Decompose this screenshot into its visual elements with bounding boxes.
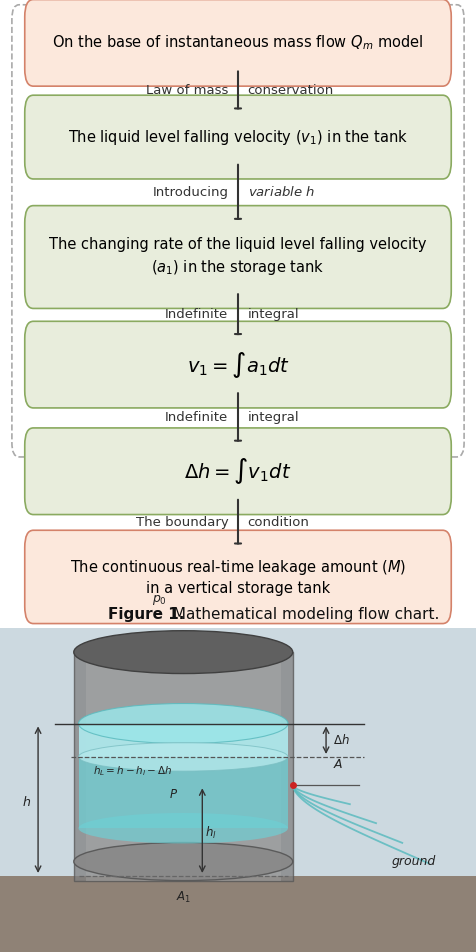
Text: integral: integral	[248, 308, 299, 321]
Ellipse shape	[74, 630, 293, 674]
FancyBboxPatch shape	[25, 322, 451, 407]
Text: $v_1 = \int a_1 dt$: $v_1 = \int a_1 dt$	[187, 349, 289, 380]
Text: condition: condition	[248, 516, 309, 528]
FancyBboxPatch shape	[25, 0, 451, 87]
Text: variable $h$: variable $h$	[248, 186, 315, 199]
Text: $p_0$: $p_0$	[152, 593, 167, 607]
Text: integral: integral	[248, 411, 299, 424]
Bar	[86, 652, 281, 881]
FancyBboxPatch shape	[25, 95, 451, 179]
Text: The boundary: The boundary	[136, 516, 228, 528]
Text: Mathematical modeling flow chart.: Mathematical modeling flow chart.	[168, 606, 439, 622]
Text: $h$: $h$	[21, 795, 31, 809]
Bar	[0, 876, 476, 952]
Text: Figure 1.: Figure 1.	[0, 951, 1, 952]
Ellipse shape	[79, 813, 288, 843]
FancyBboxPatch shape	[25, 206, 451, 308]
Bar	[74, 652, 293, 881]
FancyBboxPatch shape	[25, 530, 451, 624]
Text: The changing rate of the liquid level falling velocity
($a_1$) in the storage ta: The changing rate of the liquid level fa…	[49, 237, 427, 277]
Text: Introducing: Introducing	[152, 186, 228, 199]
Bar	[79, 724, 288, 757]
Text: $\Delta h$: $\Delta h$	[333, 733, 350, 747]
Bar	[0, 628, 476, 952]
Text: $h_L=h-h_l-\Delta h$: $h_L=h-h_l-\Delta h$	[93, 764, 172, 778]
Text: Indefinite: Indefinite	[165, 308, 228, 321]
Bar	[79, 724, 288, 828]
Text: $\Delta h = \int v_1 dt$: $\Delta h = \int v_1 dt$	[184, 456, 292, 486]
Text: Law of mass: Law of mass	[146, 84, 228, 97]
Text: $A$: $A$	[333, 758, 344, 771]
FancyBboxPatch shape	[25, 428, 451, 514]
Text: conservation: conservation	[248, 84, 334, 97]
Text: ground: ground	[392, 855, 436, 868]
Ellipse shape	[79, 704, 288, 744]
Text: $P$: $P$	[169, 788, 178, 802]
Text: $A_1$: $A_1$	[176, 890, 191, 905]
Text: $h_l$: $h_l$	[205, 825, 217, 841]
Ellipse shape	[74, 843, 293, 881]
Text: The continuous real-time leakage amount ($M$)
in a vertical storage tank: The continuous real-time leakage amount …	[70, 558, 406, 596]
Text: The liquid level falling velocity ($v_1$) in the tank: The liquid level falling velocity ($v_1$…	[68, 128, 408, 147]
Text: Figure 1. Mathematical modeling flow chart.: Figure 1. Mathematical modeling flow cha…	[0, 951, 1, 952]
Text: On the base of instantaneous mass flow $Q_m$ model: On the base of instantaneous mass flow $…	[52, 33, 424, 52]
Text: Indefinite: Indefinite	[165, 411, 228, 424]
Ellipse shape	[79, 743, 288, 771]
Text: Figure 1.: Figure 1.	[108, 606, 184, 622]
